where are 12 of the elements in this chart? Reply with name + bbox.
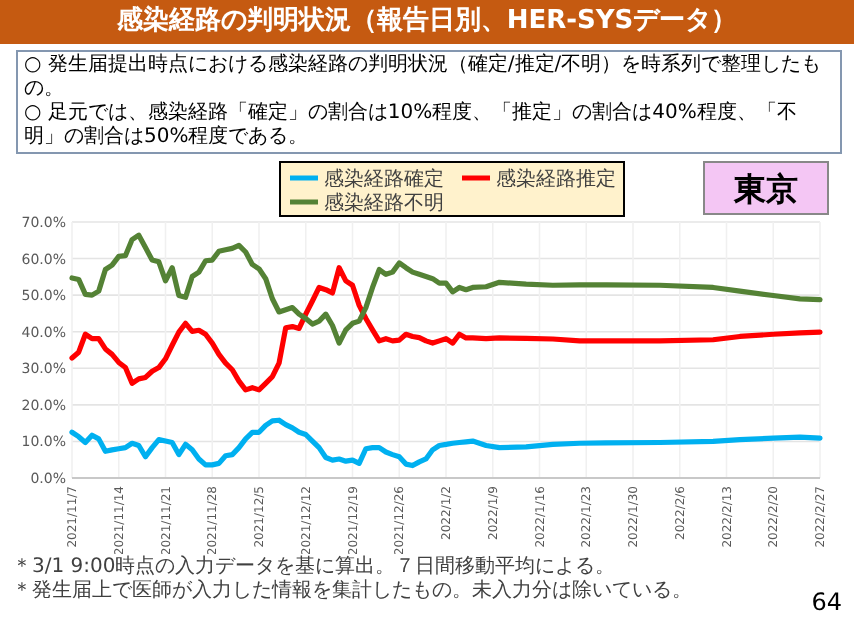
legend-label: 感染経路確定 xyxy=(324,167,444,191)
line-series xyxy=(69,265,823,393)
line-series xyxy=(69,232,823,346)
page-number: 64 xyxy=(811,588,842,616)
footnote: ＊発生届上で医師が入力した情報を集計したもの。未入力分は除いている。 xyxy=(12,580,692,604)
legend-label: 感染経路推定 xyxy=(496,167,616,191)
note-box: ○ 発生届提出時点における感染経路の判明状況（確定/推定/不明）を時系列で整理したもの。 ○ 足元では、感染経路「確定」の割合は10%程度、「推定」の割合は40%程度、「不明」の割合は50%程度である。 xyxy=(16,50,842,154)
legend-label: 感染経路不明 xyxy=(324,191,444,215)
line-series xyxy=(69,417,823,469)
title: 感染経路の判明状況（報告日別、HER-SYSデータ） xyxy=(0,0,854,44)
text: 東京 xyxy=(732,170,798,208)
footnote: ＊3/1 9:00時点の入力データを基に算出。７日間移動平均による。 xyxy=(12,556,616,579)
